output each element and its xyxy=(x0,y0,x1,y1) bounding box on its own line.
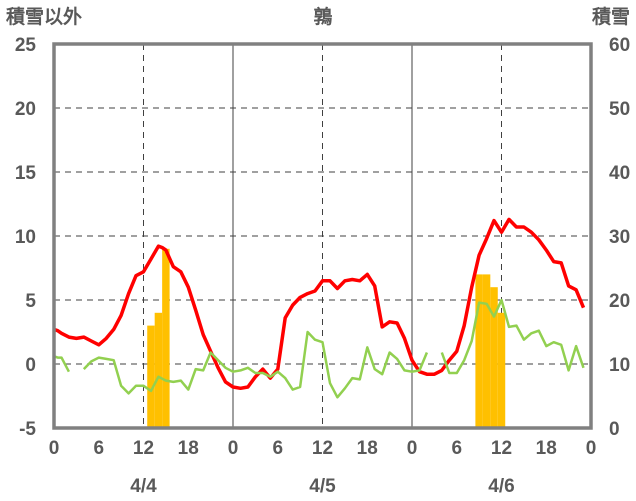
date-label: 4/5 xyxy=(309,476,336,497)
snowfall-bar xyxy=(475,274,483,428)
y-tick-label-left: -5 xyxy=(19,419,36,440)
x-tick-label: 0 xyxy=(49,438,60,459)
y-tick-label-right: 50 xyxy=(609,99,630,120)
y-tick-label-left: 10 xyxy=(15,227,36,248)
series-line-1 xyxy=(53,217,586,391)
chart-title: 鶉 xyxy=(313,5,332,28)
y-tick-label-right: 40 xyxy=(609,163,630,184)
x-tick-label: 0 xyxy=(228,438,239,459)
y-tick-label-right: 30 xyxy=(609,227,630,248)
x-tick-label: 18 xyxy=(178,438,199,459)
date-label: 4/6 xyxy=(488,476,514,497)
x-tick-label: 6 xyxy=(272,438,283,459)
y-tick-label-left: 15 xyxy=(15,163,37,184)
y-tick-label-right: 20 xyxy=(609,291,630,312)
y-tick-label-left: 20 xyxy=(15,99,36,120)
snowfall-bar xyxy=(497,312,506,428)
snowfall-bar xyxy=(162,248,170,428)
x-tick-label: 6 xyxy=(93,438,104,459)
x-tick-label: 18 xyxy=(536,438,557,459)
left-axis-label: 積雪以外 xyxy=(6,5,82,28)
x-tick-label: 12 xyxy=(133,438,154,459)
y-tick-label-right: 0 xyxy=(609,419,620,440)
date-label: 4/4 xyxy=(130,476,157,497)
x-tick-label: 0 xyxy=(407,438,418,459)
x-tick-label: 6 xyxy=(451,438,462,459)
snowfall-bar xyxy=(147,325,155,428)
snowfall-bar xyxy=(154,312,163,428)
y-tick-label-right: 10 xyxy=(609,355,630,376)
plot-frame xyxy=(52,42,593,430)
x-tick-label: 0 xyxy=(586,438,597,459)
x-tick-label: 12 xyxy=(491,438,512,459)
y-tick-label-left: 5 xyxy=(25,291,36,312)
y-tick-label-left: 0 xyxy=(25,355,36,376)
y-tick-label-right: 60 xyxy=(609,35,630,56)
snowfall-bar xyxy=(490,287,498,428)
series-line-2 xyxy=(53,298,585,399)
y-tick-label-left: 25 xyxy=(15,35,37,56)
x-tick-label: 18 xyxy=(357,438,378,459)
right-axis-label: 積雪 xyxy=(592,5,630,28)
snowfall-bar xyxy=(482,274,491,428)
x-tick-label: 12 xyxy=(312,438,333,459)
